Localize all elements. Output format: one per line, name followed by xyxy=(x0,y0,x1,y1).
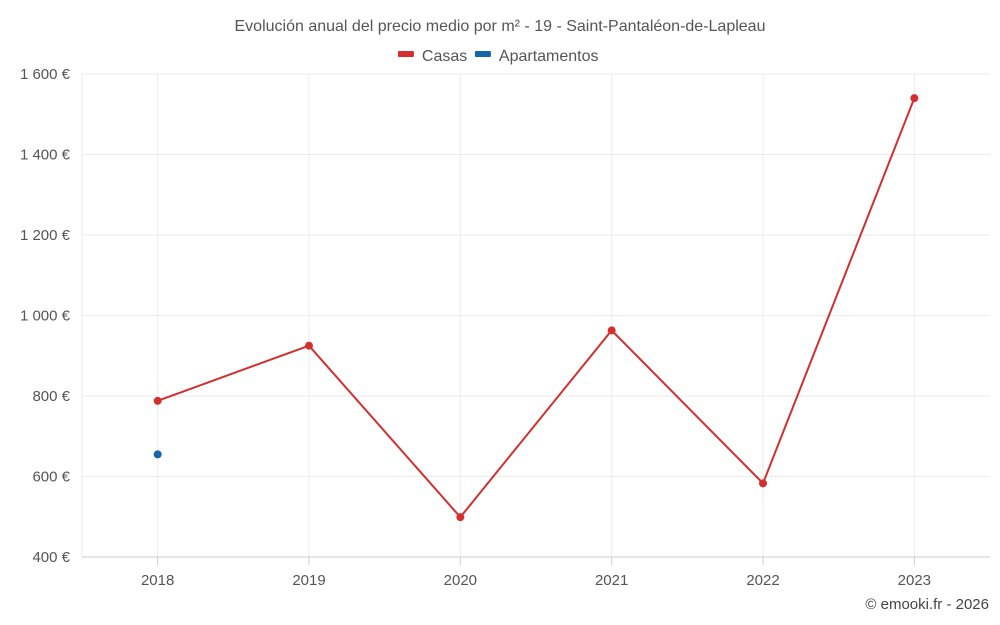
data-point-casas[interactable] xyxy=(456,513,465,522)
x-tick-label: 2021 xyxy=(595,572,628,589)
chart-title: Evolución anual del precio medio por m² … xyxy=(235,18,766,35)
grid xyxy=(81,73,990,557)
legend: Casas Apartamentos xyxy=(397,48,599,65)
axes: 400 € 600 € 800 € 1 000 € 1 200 € 1 400 € 1 60… xyxy=(20,66,990,589)
x-tick-label: 2022 xyxy=(746,572,779,589)
data-point-apartamentos[interactable] xyxy=(153,450,162,459)
legend-label-apartamentos[interactable]: Apartamentos xyxy=(499,48,599,65)
legend-label-casas[interactable]: Casas xyxy=(422,48,467,65)
y-tick-label: 600 € xyxy=(32,469,70,486)
y-tick-label: 800 € xyxy=(32,388,70,405)
x-tick-label: 2018 xyxy=(141,572,174,589)
data-point-casas[interactable] xyxy=(305,341,313,350)
data-point-casas[interactable] xyxy=(759,479,767,488)
x-tick-label: 2020 xyxy=(444,572,477,589)
data-point-casas[interactable] xyxy=(910,94,919,103)
y-tick-label: 1 200 € xyxy=(20,227,71,244)
legend-swatch-casas xyxy=(397,51,414,57)
copyright-footer: © emooki.fr - 2026 xyxy=(865,596,989,613)
legend-swatch-apartamentos xyxy=(474,51,491,57)
y-tick-label: 1 400 € xyxy=(20,147,71,164)
y-tick-label: 400 € xyxy=(32,549,70,566)
x-tick-label: 2023 xyxy=(898,572,931,589)
series-layer xyxy=(153,94,919,522)
data-point-casas[interactable] xyxy=(153,396,162,405)
y-tick-label: 1 000 € xyxy=(20,308,71,325)
data-point-casas[interactable] xyxy=(607,326,616,335)
series-line-casas xyxy=(157,97,916,519)
y-tick-label: 1 600 € xyxy=(20,66,71,83)
x-tick-label: 2019 xyxy=(292,572,325,589)
